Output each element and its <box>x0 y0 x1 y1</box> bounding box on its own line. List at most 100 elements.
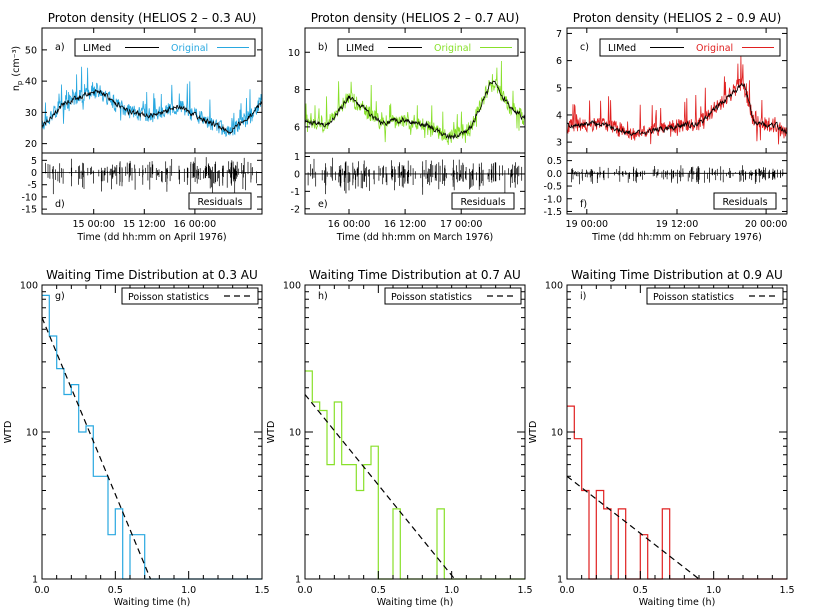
series-original-line <box>304 60 526 145</box>
panel-h-xlabel: Waiting time (h) <box>377 597 454 608</box>
panel-g-ytick-label: 10 <box>26 428 38 439</box>
panel-a-ytick-label: 20 <box>25 139 37 150</box>
panel-c-ytick-label: 5 <box>556 83 562 94</box>
panel-c-ytick-label: 3 <box>556 138 562 149</box>
panel-i-xtick-label: 1.0 <box>706 585 721 596</box>
panel-d: -15 -10-505 15 00:00 15 12:00 16 00:00 Time (… <box>21 152 263 243</box>
ylabel-symbol: n <box>11 85 22 91</box>
panel-d-xlabel: Time (dd hh:mm on April 1976) <box>76 232 226 243</box>
legend-limed-label: LIMed <box>83 43 111 54</box>
panel-c-ytick-label: 7 <box>556 29 562 40</box>
panel-h-title: Waiting Time Distribution at 0.7 AU <box>309 268 521 282</box>
residuals-label-box <box>713 192 777 210</box>
panel-b-ytick-label: 8 <box>294 85 300 96</box>
panel-h-ytick-label: 10 <box>289 428 301 439</box>
panel-h: Waiting Time Distribution at 0.7 AU 1 10 10… <box>266 268 533 608</box>
legend-poisson-label: Poisson statistics <box>391 292 472 303</box>
panel-g-ylabel: WTD <box>3 421 14 444</box>
panel-i-xtick-label: 1.5 <box>779 585 794 596</box>
panel-e-xtick-label: 17 00:00 <box>440 219 483 230</box>
legend-original-label: Original <box>434 43 471 54</box>
panel-i: Waiting Time Distribution at 0.9 AU 1 10 10… <box>528 268 795 608</box>
legend-box <box>384 287 522 305</box>
panel-a: Proton density (HELIOS 2 – 0.3 AU) 20 30 40… <box>11 11 263 154</box>
legend-box <box>74 38 256 57</box>
panel-d-ytick-label: 0 <box>31 168 37 179</box>
panel-c-tag: c) <box>580 42 589 53</box>
panel-g-tag: g) <box>55 291 65 302</box>
panel-h-ytick-label: 1 <box>295 575 301 586</box>
panel-b-ytick-label: 6 <box>294 122 300 133</box>
residuals-label-box <box>188 192 252 210</box>
panel-g-xtick-label: 0.5 <box>108 585 123 596</box>
wtd-histogram <box>305 370 525 580</box>
residual-spikes <box>45 157 257 195</box>
panel-c: Proton density (HELIOS 2 – 0.9 AU) 3 4 5 6 7 c… <box>556 11 788 154</box>
residuals-label: Residuals <box>722 197 767 208</box>
panel-b-tag: b) <box>318 42 328 53</box>
legend-limed-label: LIMed <box>608 43 636 54</box>
panel-a-tag: a) <box>55 42 65 53</box>
panel-h-frame <box>304 284 526 580</box>
legend-poisson-label: Poisson statistics <box>653 292 734 303</box>
panel-f-xtick-label: 19 12:00 <box>656 219 699 230</box>
panel-i-xtick-label: 0.0 <box>559 585 574 596</box>
panel-h-tag: h) <box>318 291 328 302</box>
panel-h-xtick-label: 0.0 <box>297 585 312 596</box>
ylabel-subscript: p <box>16 80 24 85</box>
panel-d-frame <box>41 152 263 215</box>
legend-limed-label: LIMed <box>346 43 374 54</box>
legend-box <box>337 38 519 57</box>
panel-e-xtick-label: 16 12:00 <box>384 219 427 230</box>
panel-f-ytick-label: -0.5 <box>543 182 562 193</box>
panel-d-xtick-label: 15 12:00 <box>123 219 166 230</box>
panel-i-title: Waiting Time Distribution at 0.9 AU <box>571 268 783 282</box>
panel-g-xtick-label: 1.5 <box>254 585 269 596</box>
panel-g-title: Waiting Time Distribution at 0.3 AU <box>46 268 258 282</box>
panel-h-ylabel: WTD <box>266 421 277 444</box>
panel-i-frame <box>566 284 788 580</box>
panel-e-ytick-label: -2 <box>291 204 300 215</box>
panel-f-ytick-label: -1.5 <box>543 207 562 218</box>
residual-spikes <box>571 165 784 185</box>
panel-e-tag: e) <box>318 199 328 210</box>
panel-d-ytick-label: -10 <box>21 192 37 203</box>
panel-e: -2 -1 0 1 16 00:00 16 12:00 17 00:00 Time (dd h… <box>291 152 526 243</box>
series-original-line <box>566 55 788 145</box>
panel-b: Proton density (HELIOS 2 – 0.7 AU) 6 8 10 b)… <box>288 11 526 154</box>
legend-box <box>599 38 781 57</box>
panel-c-ytick-label: 4 <box>556 110 562 121</box>
panel-e-ytick-label: 1 <box>294 152 300 163</box>
series-limed-line <box>41 89 263 135</box>
wtd-histogram <box>567 405 787 580</box>
panel-c-ytick-label: 6 <box>556 56 562 67</box>
panel-g: Waiting Time Distribution at 0.3 AU 1 10 10… <box>3 268 270 608</box>
panel-f-xtick-label: 19 00:00 <box>566 219 609 230</box>
panel-e-frame <box>304 152 526 215</box>
panel-c-title: Proton density (HELIOS 2 – 0.9 AU) <box>573 11 782 25</box>
panel-d-ytick-label: -5 <box>28 180 37 191</box>
series-limed-line <box>566 82 788 136</box>
panel-h-xtick-label: 1.0 <box>444 585 459 596</box>
legend-original-label: Original <box>696 43 733 54</box>
panel-a-ytick-label: 40 <box>25 77 37 88</box>
panel-g-frame <box>41 284 263 580</box>
legend-box <box>646 287 784 305</box>
poisson-fit-line <box>41 317 152 580</box>
panel-e-ytick-label: -1 <box>291 187 300 198</box>
panel-h-xtick-label: 0.5 <box>371 585 386 596</box>
panel-f-ytick-label: 0.0 <box>547 169 562 180</box>
panel-i-xlabel: Waiting time (h) <box>639 597 716 608</box>
panel-f-tag: f) <box>580 199 587 210</box>
panel-e-ytick-label: 0 <box>294 169 300 180</box>
legend-poisson-label: Poisson statistics <box>128 292 209 303</box>
panel-e-xlabel: Time (dd hh:mm on March 1976) <box>336 232 494 243</box>
panel-a-title: Proton density (HELIOS 2 – 0.3 AU) <box>48 11 257 25</box>
panel-f-ytick-label: 0.5 <box>547 156 562 167</box>
panel-h-xtick-label: 1.5 <box>517 585 532 596</box>
residuals-label: Residuals <box>460 197 505 208</box>
panel-d-tag: d) <box>55 199 65 210</box>
residual-spikes <box>307 157 523 195</box>
panel-d-xtick-label: 15 00:00 <box>72 219 115 230</box>
